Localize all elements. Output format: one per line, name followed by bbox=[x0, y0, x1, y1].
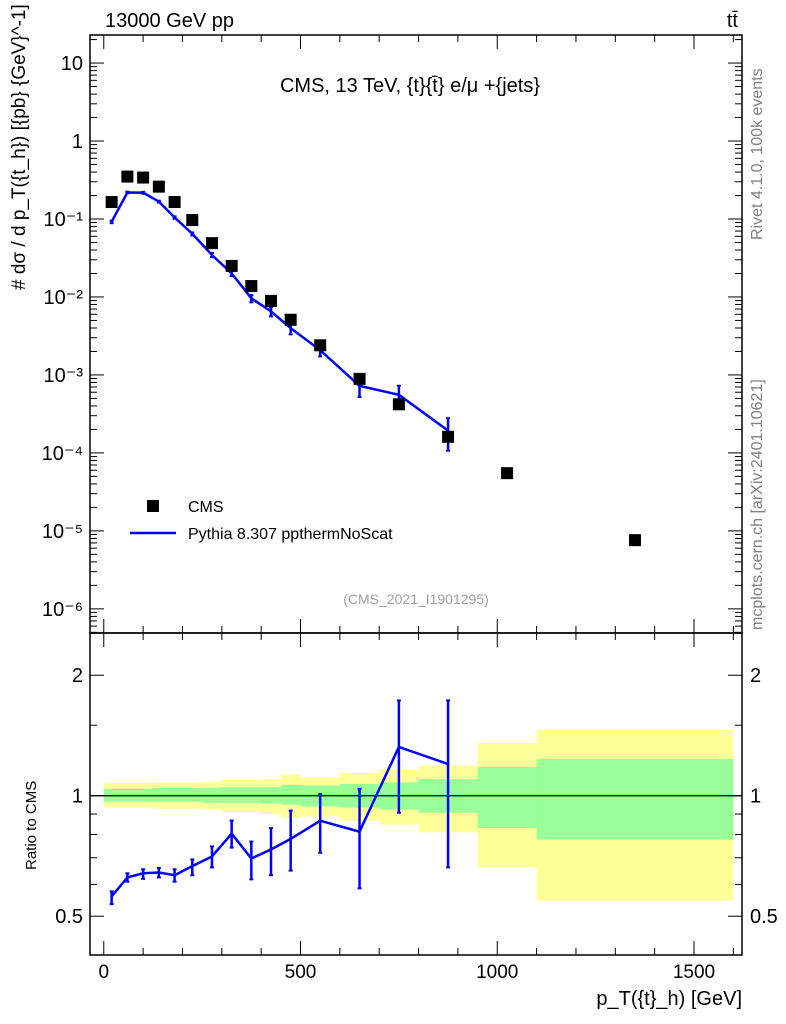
cms-data-point bbox=[186, 214, 199, 227]
ratio-tick-label-right: 2 bbox=[750, 665, 761, 687]
y-tick-label: 10 bbox=[61, 53, 83, 75]
legend-marker-cms bbox=[147, 500, 159, 512]
y-tick-label: 10⁻³ bbox=[44, 365, 84, 387]
y-tick-label: 1 bbox=[72, 131, 83, 153]
x-tick-label: 0 bbox=[98, 962, 109, 983]
ratio-y-axis-label: Ratio to CMS bbox=[23, 781, 40, 870]
legend: CMS Pythia 8.307 ppthermNoScat bbox=[130, 499, 393, 543]
cms-data-point bbox=[245, 280, 258, 293]
side-rivet: Rivet 4.1.0, 100k events bbox=[749, 68, 766, 240]
side-mcplots: mcplots.cern.ch [arXiv:2401.10621] bbox=[749, 379, 766, 630]
header-right: tt̄ bbox=[727, 10, 739, 32]
cms-data-point bbox=[284, 313, 297, 326]
cms-data-point bbox=[628, 534, 641, 547]
y-tick-label: 10⁻⁶ bbox=[42, 599, 83, 621]
cms-data-point bbox=[137, 171, 150, 184]
x-tick-label: 500 bbox=[285, 962, 317, 983]
ratio-line bbox=[110, 745, 449, 898]
y-tick-label: 10⁻⁴ bbox=[42, 443, 83, 465]
ratio-tick-label-right: 1 bbox=[750, 786, 761, 808]
chart-title: CMS, 13 TeV, {t}{t̄} e/μ +{jets} bbox=[280, 75, 540, 97]
cms-data-point bbox=[121, 170, 134, 183]
ratio-frame bbox=[89, 632, 743, 956]
mc-line bbox=[110, 191, 449, 432]
x-tick-label: 1000 bbox=[476, 962, 518, 983]
y-tick-label: 10⁻² bbox=[44, 287, 84, 309]
band-inner bbox=[280, 784, 301, 805]
cms-data-point bbox=[225, 259, 238, 272]
x-axis-label: p_T({t}_h) [GeV] bbox=[596, 988, 742, 1010]
legend-label-mc: Pythia 8.307 ppthermNoScat bbox=[188, 526, 393, 543]
ratio-tick-label-right: 0.5 bbox=[750, 906, 778, 928]
cms-data-point bbox=[353, 372, 366, 385]
band-inner bbox=[150, 788, 203, 802]
cms-data-point bbox=[442, 430, 455, 443]
cms-data-point bbox=[392, 398, 405, 411]
y-tick-label: 10⁻¹ bbox=[44, 209, 84, 231]
main-frame bbox=[89, 34, 743, 634]
cms-data-point bbox=[105, 196, 118, 209]
cms-data-point bbox=[205, 237, 218, 250]
legend-label-cms: CMS bbox=[188, 499, 224, 516]
cms-data-point bbox=[152, 180, 165, 193]
header-left: 13000 GeV pp bbox=[105, 10, 234, 32]
cms-data-point bbox=[501, 467, 514, 480]
y-axis-label: # dσ / d p_T({t_h}) [{pb} {GeV}^-1] bbox=[9, 4, 30, 290]
y-tick-label: 10⁻⁵ bbox=[42, 521, 83, 543]
band-inner bbox=[221, 787, 262, 803]
cms-data-point bbox=[265, 294, 278, 307]
x-tick-label: 1500 bbox=[673, 962, 715, 983]
ratio-tick-label: 2 bbox=[72, 665, 83, 687]
ratio-tick-label: 0.5 bbox=[55, 906, 83, 928]
watermark: (CMS_2021_I1901295) bbox=[343, 591, 489, 607]
ratio-tick-label: 1 bbox=[72, 786, 83, 808]
cms-data-point bbox=[168, 196, 181, 209]
band-inner bbox=[536, 758, 734, 840]
band-inner bbox=[477, 766, 537, 829]
cms-data-point bbox=[314, 339, 327, 352]
